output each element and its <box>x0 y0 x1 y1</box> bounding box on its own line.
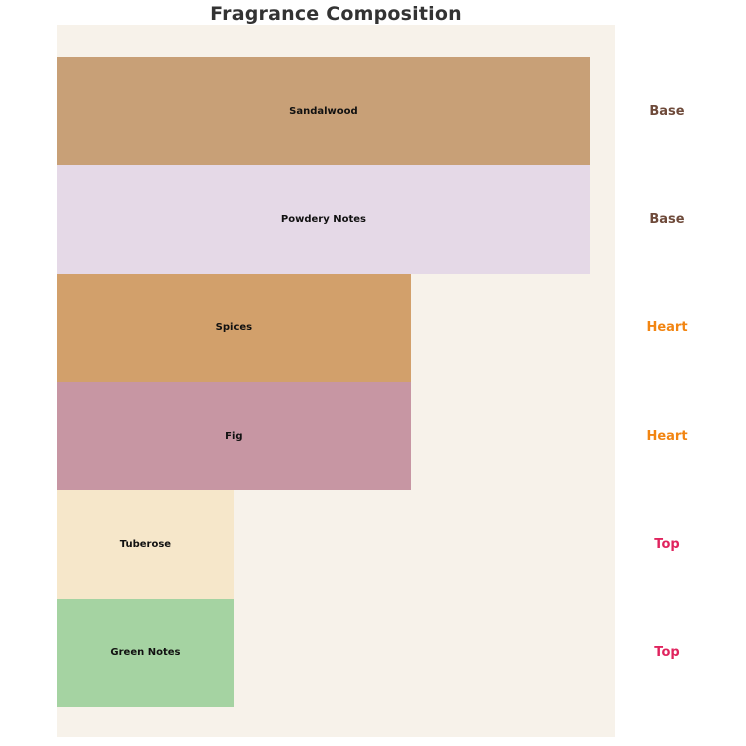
bar-label-sandalwood: Sandalwood <box>289 105 358 117</box>
note-row-5: Top <box>615 490 719 598</box>
note-label-base-1: Base <box>649 103 685 119</box>
bar-powdery-notes: Powdery Notes <box>57 165 590 274</box>
note-label-top-1: Top <box>654 536 680 552</box>
bar-green-notes: Green Notes <box>57 598 234 707</box>
bar-label-fig: Fig <box>225 430 243 442</box>
bar-fig: Fig <box>57 381 411 491</box>
chart-title: Fragrance Composition <box>210 3 462 25</box>
bar-row-sandalwood: Sandalwood <box>57 57 615 166</box>
note-type-labels: Base Base Heart Heart Top Top <box>615 57 719 707</box>
bar-row-green-notes: Green Notes <box>57 598 615 707</box>
bar-label-powdery-notes: Powdery Notes <box>280 213 366 225</box>
note-label-top-2: Top <box>654 645 680 661</box>
bar-tuberose: Tuberose <box>57 490 234 599</box>
bar-label-spices: Spices <box>215 322 253 334</box>
note-row-1: Base <box>615 57 719 165</box>
note-label-heart-1: Heart <box>646 320 688 336</box>
bar-spices: Spices <box>57 273 411 382</box>
bar-label-tuberose: Tuberose <box>119 538 172 550</box>
note-row-2: Base <box>615 165 719 273</box>
bars-area: Sandalwood Powdery Notes Spices Fig Tube… <box>57 57 615 707</box>
note-row-6: Top <box>615 599 719 707</box>
bar-row-fig: Fig <box>57 381 615 491</box>
bar-sandalwood: Sandalwood <box>57 57 590 166</box>
note-label-base-2: Base <box>649 211 685 227</box>
bar-row-spices: Spices <box>57 273 615 382</box>
note-label-heart-2: Heart <box>646 428 688 444</box>
note-row-4: Heart <box>615 382 719 490</box>
bar-row-powdery-notes: Powdery Notes <box>57 165 615 274</box>
note-row-3: Heart <box>615 274 719 382</box>
bar-row-tuberose: Tuberose <box>57 490 615 599</box>
bar-label-green-notes: Green Notes <box>110 647 181 659</box>
